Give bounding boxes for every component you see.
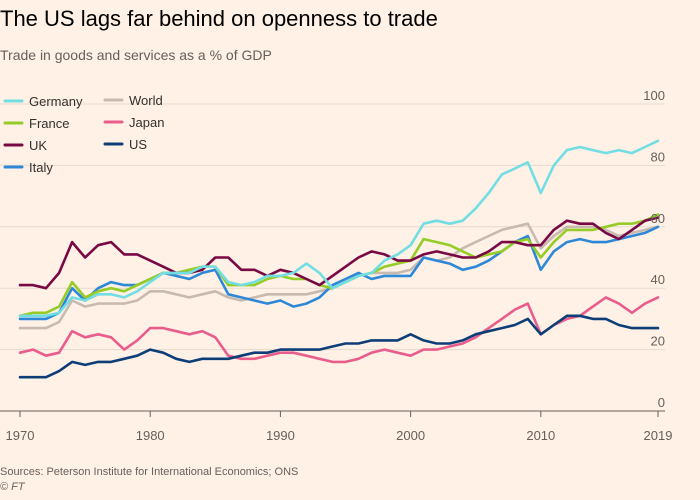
- x-tick-label: 2010: [526, 428, 555, 443]
- legend-item-uk: UK: [3, 138, 47, 153]
- legend-item-japan: Japan: [103, 115, 164, 130]
- legend-label: France: [29, 116, 69, 131]
- x-tick-label: 1990: [266, 428, 295, 443]
- series-line-germany: [18, 139, 660, 318]
- series-line-italy: [18, 225, 660, 321]
- y-tick-label: 40: [651, 272, 665, 287]
- series-line-japan: [18, 296, 660, 364]
- series-line-us: [18, 314, 660, 379]
- y-tick-label: 100: [643, 88, 665, 103]
- series-line-world: [18, 222, 660, 330]
- chart-subtitle: Trade in goods and services as a % of GD…: [0, 47, 272, 63]
- legend-label: World: [129, 93, 163, 108]
- legend: Germany World France Japan UK US Italy: [3, 93, 164, 175]
- y-tick-label: 60: [651, 211, 665, 226]
- line-chart: 0 20 40 60 80 100 1970 1980 1990 2000 2010 2019 Ge…: [0, 88, 673, 443]
- x-tick-label: 2000: [396, 428, 425, 443]
- series-lines: [18, 139, 660, 379]
- y-tick-label: 0: [658, 395, 665, 410]
- legend-item-germany: Germany: [3, 94, 83, 109]
- legend-label: US: [129, 137, 147, 152]
- legend-item-us: US: [103, 137, 147, 152]
- x-tick-label: 1980: [136, 428, 165, 443]
- x-tick-label: 1970: [6, 428, 35, 443]
- source-note: Sources: Peterson Institute for Internat…: [0, 466, 299, 478]
- legend-item-world: World: [103, 93, 163, 108]
- legend-item-france: France: [3, 116, 69, 131]
- legend-label: Italy: [29, 160, 53, 175]
- credit: © FT: [0, 481, 25, 493]
- y-tick-label: 20: [651, 334, 665, 349]
- legend-item-italy: Italy: [3, 160, 53, 175]
- series-line-uk: [18, 216, 660, 290]
- x-tick-labels: 1970 1980 1990 2000 2010 2019: [6, 411, 673, 443]
- y-tick-label: 80: [651, 149, 665, 164]
- chart-title: The US lags far behind on openness to tr…: [0, 6, 438, 31]
- legend-label: UK: [29, 138, 47, 153]
- legend-label: Germany: [29, 94, 83, 109]
- grid-lines: [0, 103, 665, 412]
- x-tick-label: 2019: [644, 428, 673, 443]
- legend-label: Japan: [129, 115, 164, 130]
- y-tick-labels: 0 20 40 60 80 100: [643, 88, 665, 410]
